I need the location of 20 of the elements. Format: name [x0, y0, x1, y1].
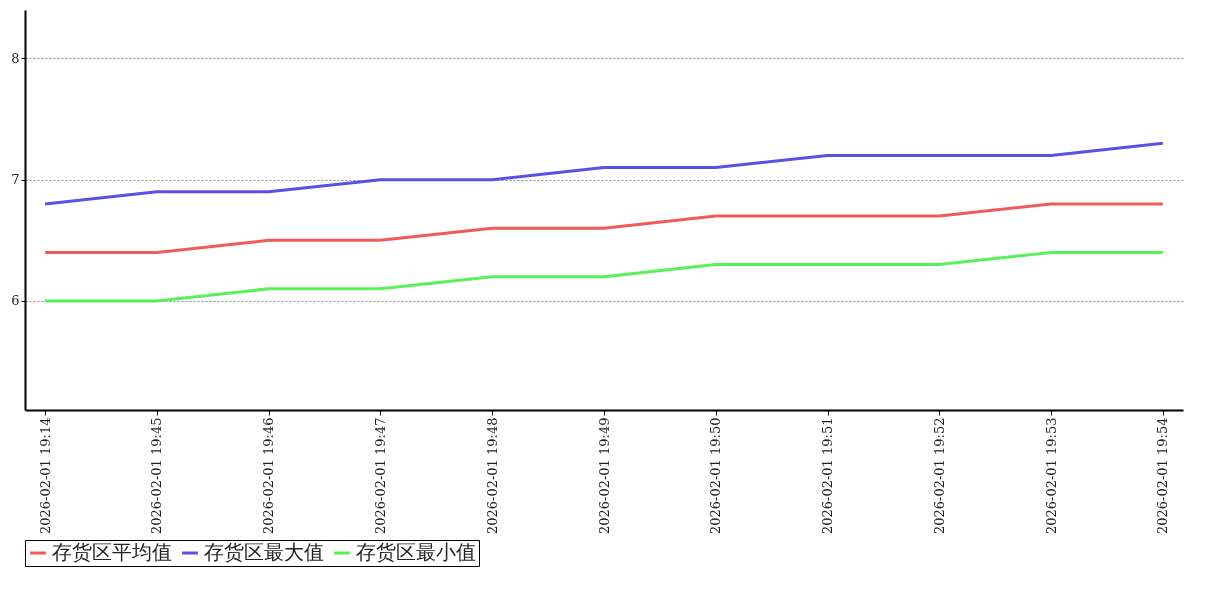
line-series — [43, 250, 1165, 303]
x-tick-label: 2026-02-01 19:14 — [37, 417, 53, 535]
y-tick-label: 7 — [11, 172, 20, 188]
x-tick-label: 2026-02-01 19:48 — [484, 417, 500, 535]
line-series — [43, 202, 1165, 254]
y-tick-label: 6 — [11, 293, 20, 309]
x-tick-label: 2026-02-01 19:50 — [708, 417, 724, 535]
legend-label: 存货区平均值 — [52, 540, 172, 564]
x-tick-label: 2026-02-01 19:54 — [1155, 417, 1171, 535]
legend-label: 存货区最大值 — [204, 540, 324, 564]
x-tick-label: 2026-02-01 19:53 — [1043, 417, 1059, 535]
x-tick-label: 2026-02-01 19:49 — [596, 417, 612, 535]
legend-label: 存货区最小值 — [356, 540, 476, 564]
x-tick-label: 2026-02-01 19:45 — [149, 417, 165, 535]
x-tick-label: 2026-02-01 19:46 — [261, 417, 277, 535]
x-tick-label: 2026-02-01 19:51 — [820, 417, 836, 535]
y-tick-label: 8 — [11, 50, 20, 66]
line-series — [43, 141, 1165, 206]
x-tick-label: 2026-02-01 19:52 — [931, 417, 947, 535]
x-tick-label: 2026-02-01 19:47 — [372, 417, 388, 535]
